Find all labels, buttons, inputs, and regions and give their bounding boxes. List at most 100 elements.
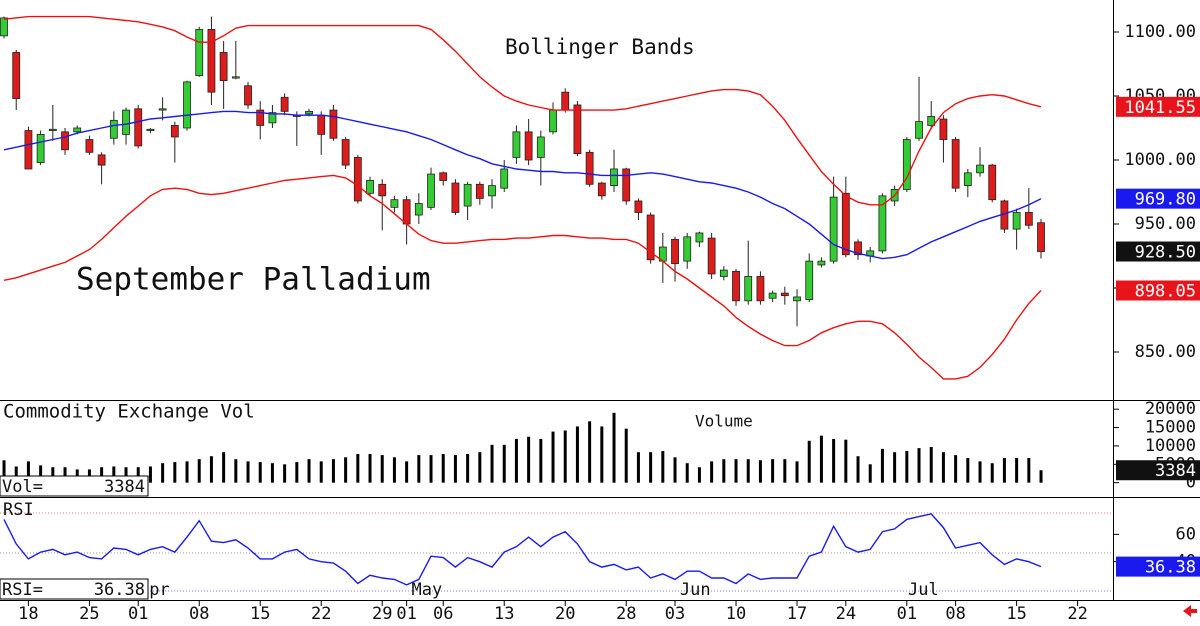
band-line [3, 15, 1042, 206]
price-marker [1116, 280, 1200, 301]
readout-box [0, 475, 149, 497]
annotation: Bollinger Bands [505, 35, 695, 59]
readout-value: 36.38 [94, 580, 145, 600]
volume-bar [734, 459, 738, 483]
volume-bar [478, 452, 482, 483]
candle-body [353, 157, 362, 202]
candle-body [280, 96, 289, 112]
x-tick-label: 24 [836, 604, 856, 624]
price-marker-label: 898.05 [1135, 281, 1196, 301]
volume-bar [795, 461, 799, 483]
volume-bar [941, 452, 945, 483]
last-value-marker [1116, 460, 1200, 481]
price-marker [1116, 96, 1200, 117]
candle-body [597, 182, 606, 197]
candle-body [219, 52, 228, 82]
volume-bar [819, 435, 823, 483]
panel-title: Commodity Exchange Vol [3, 401, 255, 423]
month-label: pr [149, 580, 169, 600]
candle-body [61, 131, 69, 151]
readout-value: 3384 [104, 477, 145, 497]
scroll-arrow[interactable] [1183, 605, 1197, 617]
candle-body [610, 168, 618, 187]
volume-bar [197, 459, 201, 483]
volume-bar [63, 467, 67, 483]
candle-body [1037, 222, 1045, 252]
candle-body [744, 276, 753, 302]
candle-body [390, 199, 399, 208]
price-marker-label: 969.80 [1135, 190, 1196, 210]
volume-bar [453, 455, 457, 483]
volume-bar [697, 467, 701, 483]
y-tick-label: 20000 [1145, 399, 1196, 419]
candle-body [366, 180, 374, 194]
volume-bar [783, 459, 787, 483]
candle-body [402, 199, 411, 225]
y-tick-label: 950.00 [1135, 214, 1196, 234]
candle-body [988, 164, 997, 201]
volume-bar [649, 452, 653, 483]
volume-bar [514, 438, 518, 483]
candle-body [244, 85, 252, 106]
volume-bar [185, 461, 189, 483]
volume-bar [905, 451, 909, 483]
volume-bar [807, 440, 811, 483]
volume-bar [917, 448, 921, 483]
last-value-marker-label: 36.38 [1145, 558, 1196, 578]
volume-bar [966, 458, 970, 483]
candle-body [488, 185, 496, 197]
candle-body [976, 164, 984, 174]
volume-bar [844, 439, 848, 483]
candle-body [683, 236, 692, 262]
month-label: Jul [908, 580, 939, 600]
candle-body [841, 192, 850, 256]
candle-body [231, 76, 240, 79]
x-tick-label: 03 [665, 604, 685, 624]
month-label: Jun [680, 580, 711, 600]
candle-body [1012, 212, 1021, 230]
candle-body [12, 52, 21, 99]
volume-bar [722, 459, 726, 483]
candle-body [902, 139, 911, 190]
candle-body [36, 133, 45, 163]
volume-bar [673, 457, 677, 483]
volume-bar [112, 466, 116, 483]
rsi-line [3, 513, 1042, 586]
candle-body [707, 237, 716, 275]
candle-body [695, 232, 704, 243]
y-tick-label: 850.00 [1135, 342, 1196, 362]
volume-bar [551, 431, 555, 483]
candle-body [951, 139, 960, 189]
volume-bar [661, 451, 665, 483]
volume-bar [368, 454, 372, 483]
volume-bar [978, 461, 982, 483]
volume-bar [14, 466, 18, 483]
volume-bar [746, 459, 750, 483]
candle-body [463, 183, 472, 207]
candle-body [341, 139, 350, 166]
volume-bar [234, 459, 238, 483]
volume-bar [246, 461, 250, 483]
volume-bar [209, 456, 213, 483]
price-marker-label: 928.50 [1135, 243, 1196, 263]
y-tick-label: 0 [1186, 473, 1196, 493]
volume-bar [636, 452, 640, 483]
candle-body [561, 91, 570, 111]
candle-body [475, 183, 484, 199]
candle-body [549, 109, 557, 133]
volume-bar [527, 436, 531, 483]
candle-body [1024, 212, 1033, 226]
x-tick-label: 01 [128, 604, 148, 624]
candle-body [183, 81, 191, 129]
volume-bar [356, 454, 360, 483]
volume-bar [502, 444, 506, 483]
volume-bar [856, 456, 860, 483]
x-tick-label: 28 [616, 604, 636, 624]
volume-bar [161, 463, 165, 483]
x-tick-label: 15 [250, 604, 270, 624]
x-tick-label: 22 [1067, 604, 1087, 624]
volume-bar [331, 459, 335, 483]
volume-bar [1027, 458, 1031, 483]
